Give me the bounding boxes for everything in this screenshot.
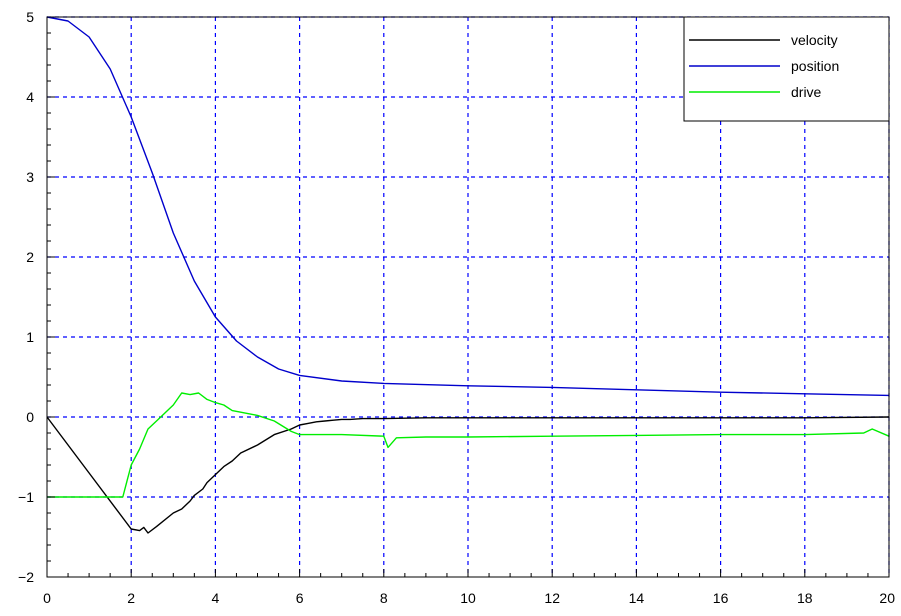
legend-box — [683, 16, 890, 122]
series-position-line — [46, 16, 890, 397]
x-tick-label: 2 — [127, 590, 135, 606]
y-tick-label: 0 — [26, 409, 34, 425]
x-tick-label: 14 — [629, 590, 645, 606]
y-tick-label: 3 — [26, 169, 34, 185]
x-tick-label: 10 — [460, 590, 476, 606]
y-tick-label: 4 — [26, 89, 34, 105]
y-tick-label: 2 — [26, 249, 34, 265]
x-tick-label: 8 — [380, 590, 388, 606]
y-tick-label: −1 — [18, 489, 34, 505]
legend-label-drive: drive — [791, 84, 822, 100]
y-tick-labels: −2 −1 0 1 2 3 4 5 — [18, 9, 34, 585]
y-tick-label: 5 — [26, 9, 34, 25]
series-drive-line — [47, 392, 890, 498]
series-velocity-line — [46, 416, 890, 534]
series-lines — [46, 16, 890, 534]
x-tick-label: 6 — [296, 590, 304, 606]
x-tick-label: 0 — [43, 590, 51, 606]
x-tick-labels: 0 2 4 6 8 10 12 14 16 18 20 — [43, 590, 895, 606]
y-tick-label: −2 — [18, 569, 34, 585]
tick-marks — [46, 16, 890, 578]
x-tick-label: 18 — [797, 590, 813, 606]
legend-label-velocity: velocity — [791, 32, 838, 48]
x-tick-label: 16 — [713, 590, 729, 606]
x-tick-label: 4 — [212, 590, 220, 606]
legend: velocity position drive — [683, 16, 890, 122]
x-tick-label: 20 — [879, 590, 895, 606]
legend-label-position: position — [791, 58, 839, 74]
x-tick-label: 12 — [544, 590, 560, 606]
y-tick-label: 1 — [26, 329, 34, 345]
